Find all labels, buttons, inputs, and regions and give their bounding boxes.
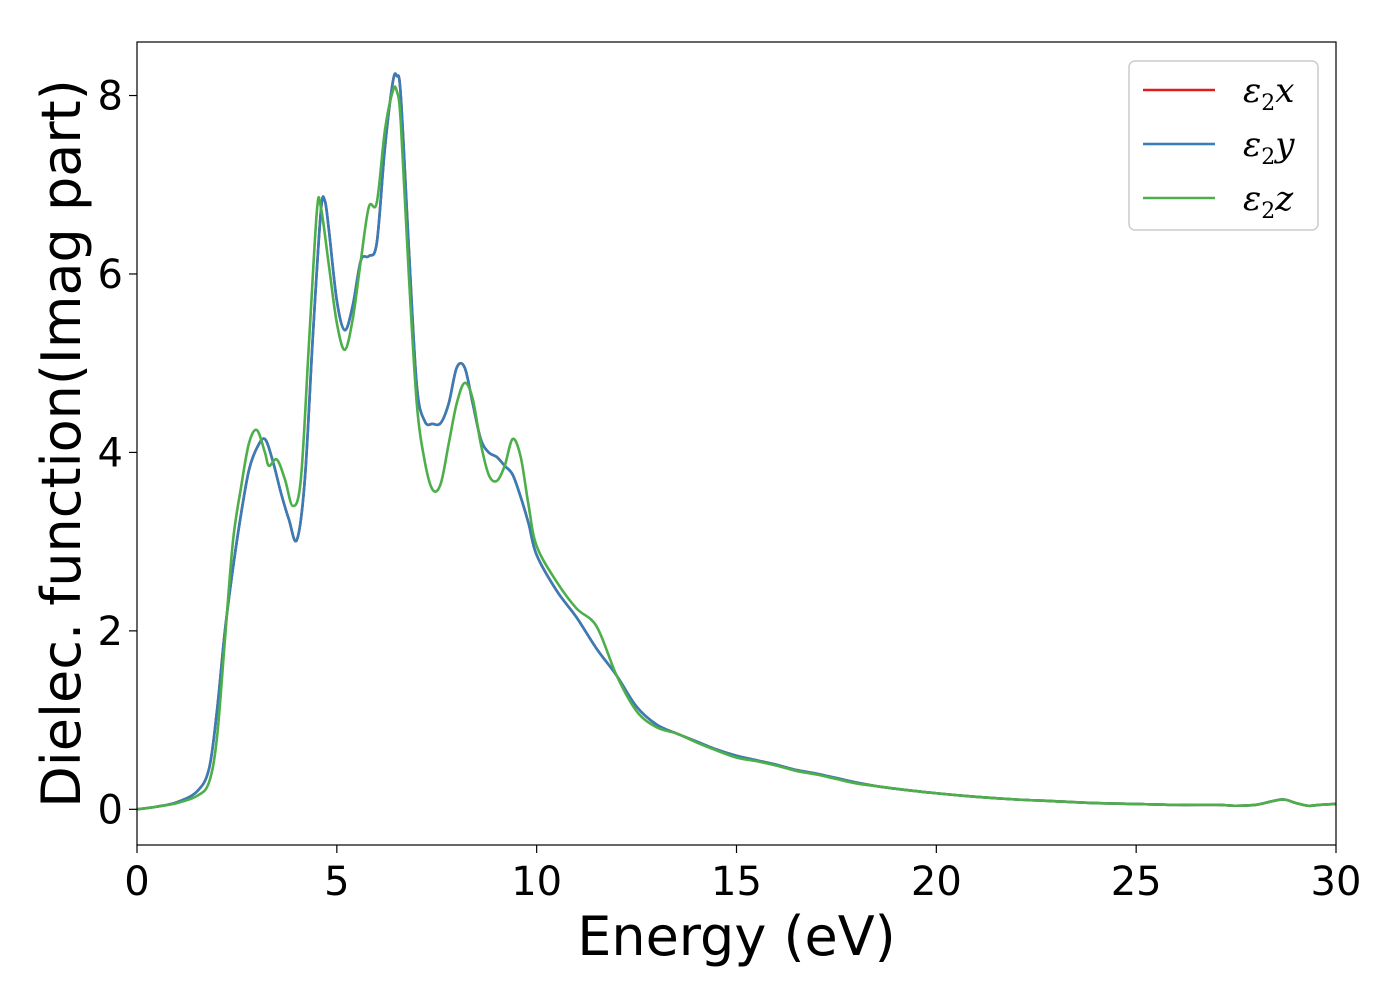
- y-axis-ticks: 0 2 4 6 8: [98, 74, 137, 833]
- x-tick-label: 0: [124, 859, 149, 905]
- legend-label: ε2z: [1243, 179, 1294, 224]
- x-tick-label: 20: [911, 859, 962, 905]
- x-tick-label: 25: [1111, 859, 1162, 905]
- y-tick-label: 6: [98, 252, 123, 298]
- series-line-z: [136, 85, 1337, 811]
- legend-entry-y: ε2y: [1143, 125, 1295, 170]
- x-axis-ticks: 0 5 10 15 20 25 30: [124, 845, 1361, 905]
- series-layer: [136, 72, 1337, 811]
- y-tick-label: 4: [98, 430, 123, 476]
- legend-entry-z: ε2z: [1143, 179, 1294, 224]
- legend-label: ε2y: [1243, 125, 1295, 170]
- x-axis-label: Energy (eV): [577, 905, 896, 968]
- x-tick-label: 15: [711, 859, 762, 905]
- y-tick-label: 8: [98, 74, 123, 120]
- x-tick-label: 5: [324, 859, 349, 905]
- y-tick-label: 0: [98, 787, 123, 833]
- legend-entry-x: ε2x: [1143, 71, 1294, 116]
- y-axis-label: Dielec. function(Imag part): [30, 79, 93, 808]
- legend: ε2x ε2y ε2z: [1128, 60, 1319, 231]
- legend-box: [1128, 60, 1319, 231]
- y-tick-label: 2: [98, 609, 123, 655]
- x-tick-label: 30: [1311, 859, 1362, 905]
- x-tick-label: 10: [511, 859, 562, 905]
- legend-label: ε2x: [1243, 71, 1294, 116]
